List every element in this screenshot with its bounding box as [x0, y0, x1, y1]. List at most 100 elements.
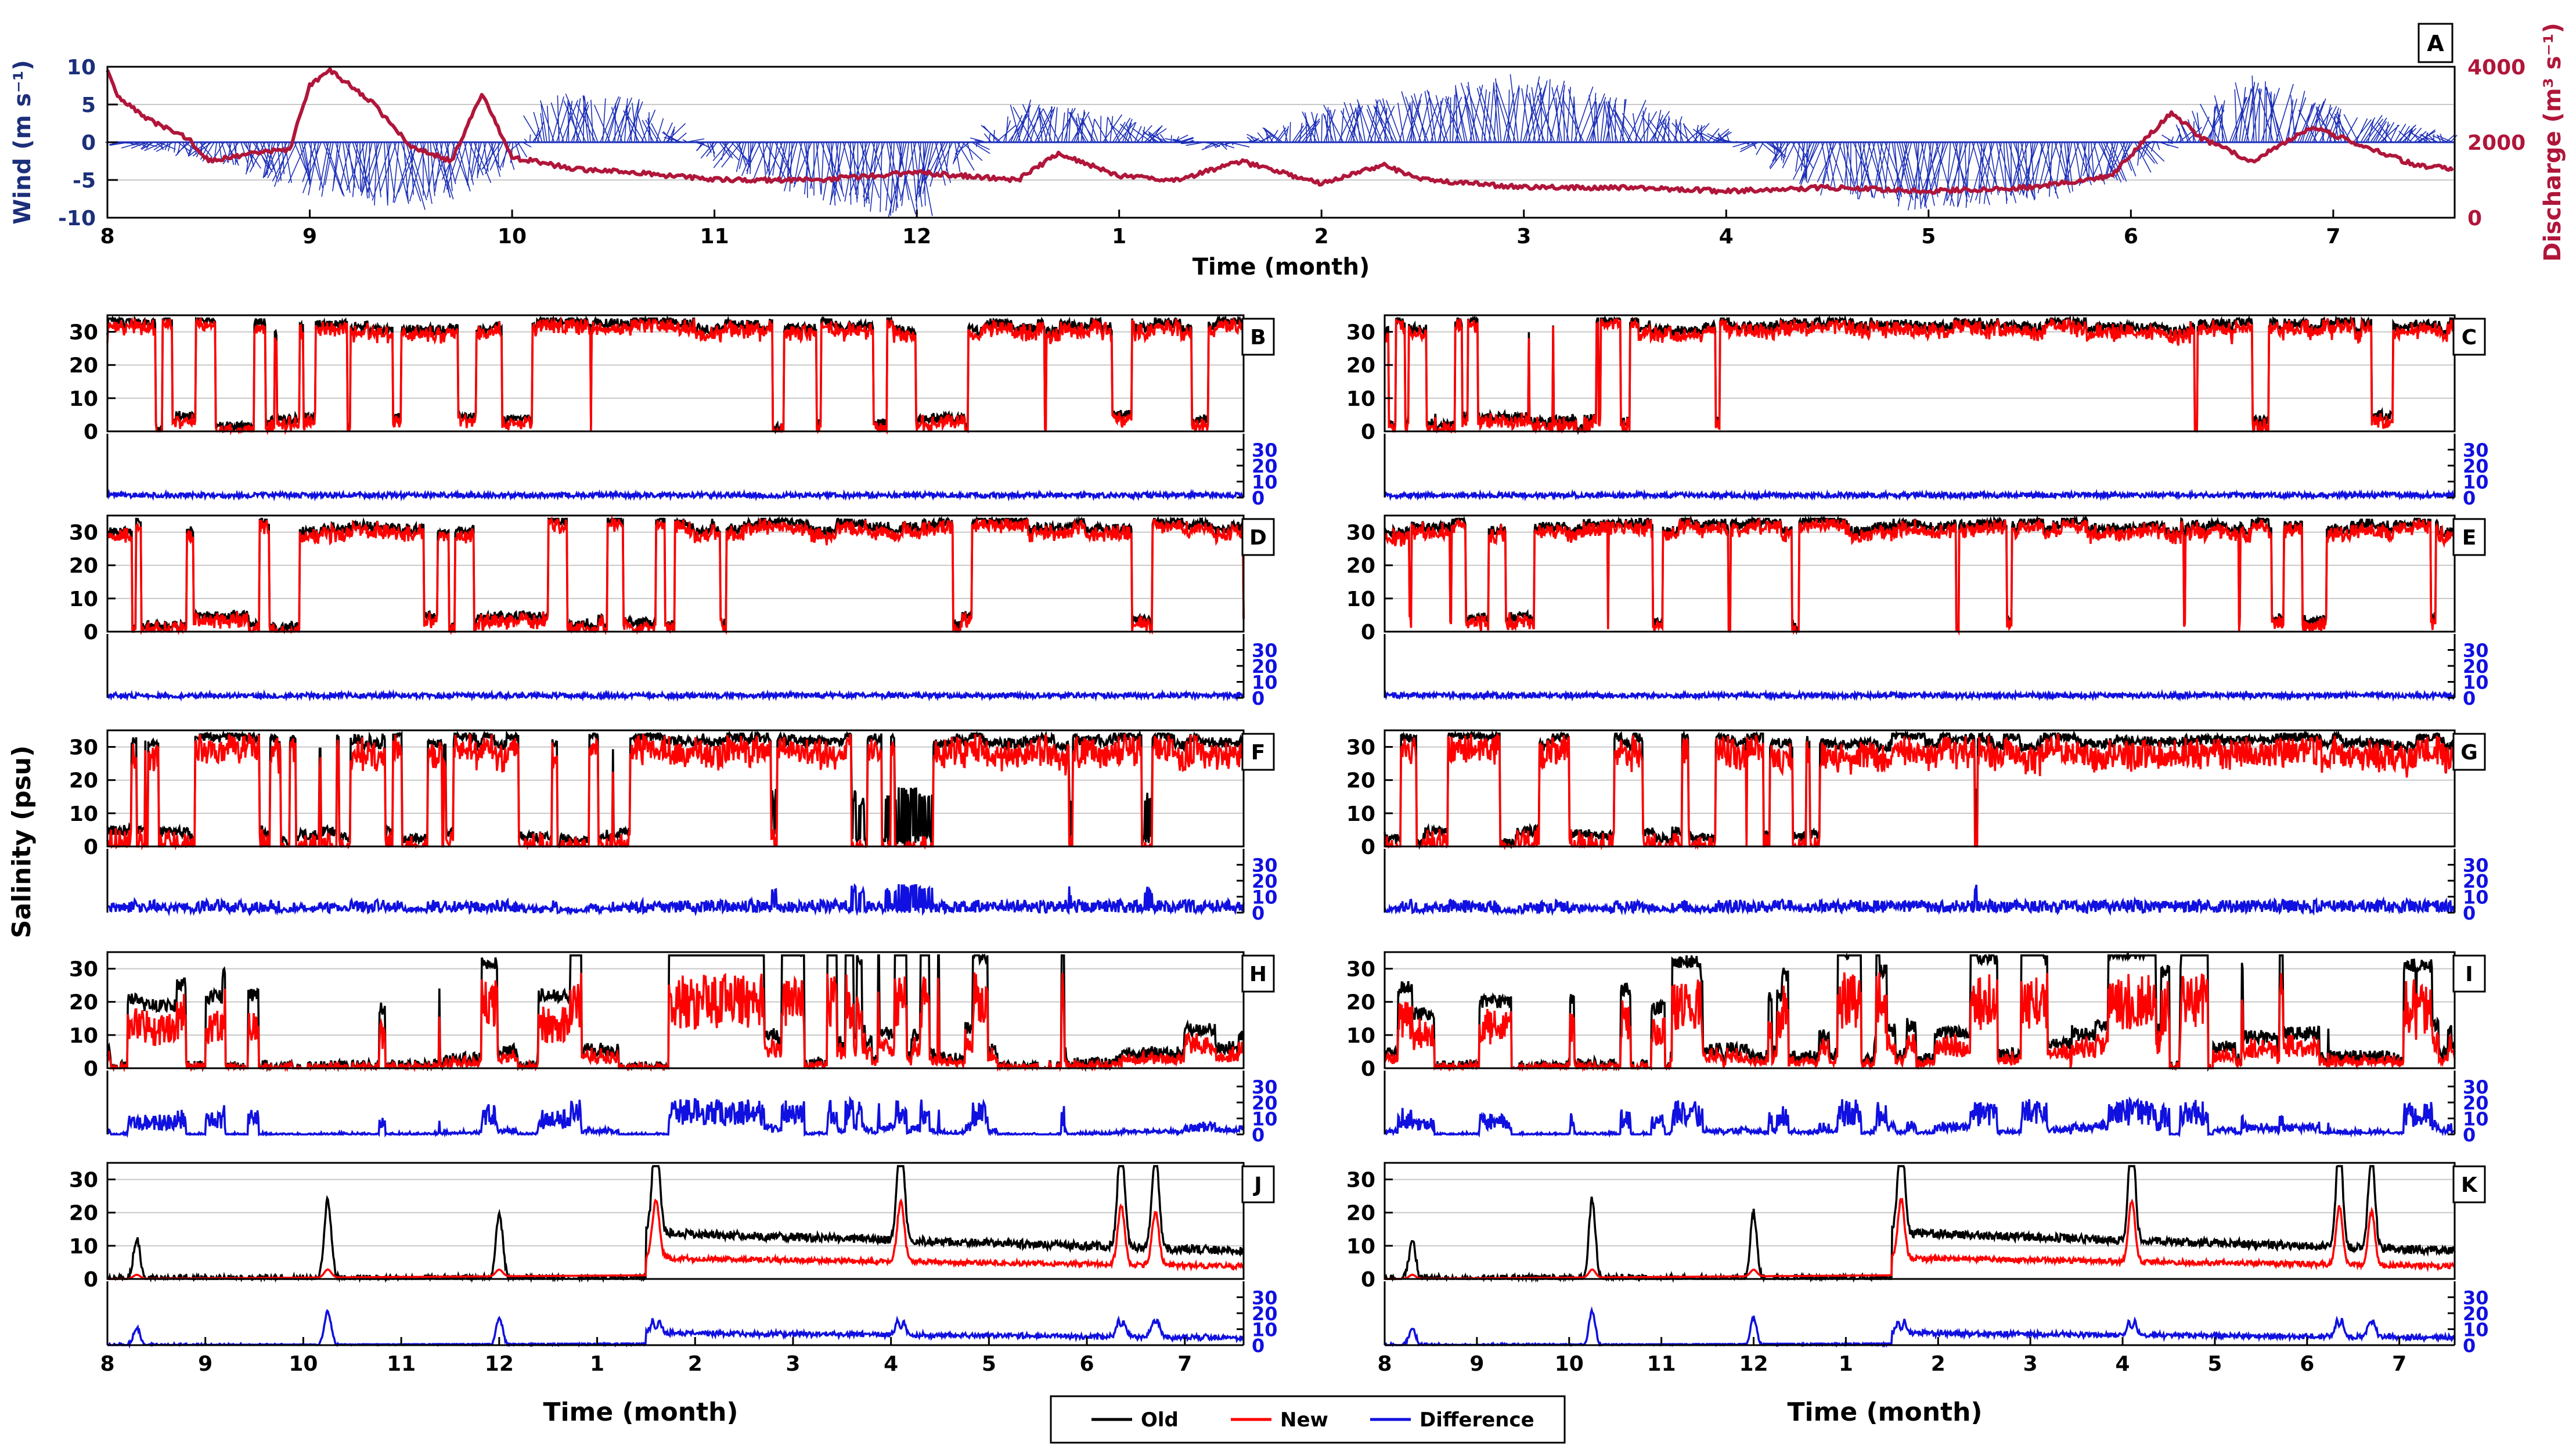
panel-right-tick-label: 0	[2463, 1335, 2476, 1357]
panel-upper-frame	[1384, 951, 2456, 1069]
panel-right-tick-label: 20	[1252, 455, 1278, 477]
panel-label-box	[1241, 1165, 1275, 1203]
panel-label-box	[2452, 733, 2486, 771]
panel-x-tick-label: 6	[1080, 1352, 1094, 1376]
panel-right-tick-label: 10	[1252, 1108, 1278, 1130]
series-difference-line	[1384, 1096, 2455, 1138]
panel-right-tick-label: 30	[2463, 855, 2489, 877]
panel-a-xlabel: Time (month)	[1192, 254, 1370, 280]
panel-right-tick-label: 10	[1252, 471, 1278, 493]
series-new-line	[1385, 1197, 2456, 1280]
series-old-line	[1384, 1165, 2456, 1283]
panel-right-tick-label: 10	[2463, 1319, 2489, 1341]
series-difference-line	[106, 689, 1245, 702]
legend-label-difference: Difference	[1419, 1408, 1534, 1432]
panel-label-box	[2452, 318, 2486, 356]
panel-left-tick-label: 20	[69, 769, 98, 793]
shared-ylabel: Salinity (psu)	[7, 745, 37, 938]
panel-label: K	[2461, 1173, 2478, 1197]
panel-x-tick-label: 2	[688, 1352, 702, 1376]
panel-right-tick-label: 20	[1252, 1303, 1278, 1325]
panel-upper-frame	[106, 729, 1245, 848]
panel-left-tick-label: 20	[1346, 354, 1375, 378]
panel-upper-frame	[106, 514, 1245, 633]
panel-right-tick-label: 20	[1252, 655, 1278, 678]
panel-right-tick-label: 20	[2463, 655, 2489, 678]
panel-right-tick-label: 30	[2463, 1287, 2489, 1309]
panel-right-tick-label: 30	[1252, 439, 1278, 462]
panel-x-tick-label: 10	[289, 1352, 318, 1376]
panel-a-right-tick-label: 4000	[2467, 56, 2525, 80]
panel-left-tick-label: 0	[84, 1268, 98, 1292]
panel-left-tick-label: 30	[1346, 321, 1375, 345]
panel-upper-frame	[106, 314, 1245, 433]
panel-left-tick-label: 30	[69, 1169, 98, 1192]
panel-right-tick-label: 30	[1252, 1076, 1278, 1098]
panel-x-tick-label: 4	[2116, 1352, 2130, 1376]
panel-x-tick-label: 9	[198, 1352, 212, 1376]
panel-right-tick-label: 0	[1252, 1335, 1264, 1357]
panel-a-right-tick-label: 0	[2467, 207, 2482, 230]
panel-a-left-tick-label: -10	[58, 207, 96, 230]
panel-right-tick-label: 10	[1252, 887, 1278, 909]
panel-x-tick-label: 11	[1647, 1352, 1676, 1376]
panel-a-ylabel-right: Discharge (m³ s⁻¹)	[2539, 23, 2566, 261]
series-difference-line	[1384, 689, 2456, 702]
series-new-line	[106, 515, 1245, 636]
panel-right-tick-label: 30	[2463, 439, 2489, 462]
panel-right-tick-label: 20	[1252, 1092, 1278, 1114]
discharge-line	[106, 67, 2454, 195]
panel-x-tick-label: 8	[1377, 1352, 1392, 1376]
panel-x-tick-label: 5	[2207, 1352, 2222, 1376]
panel-left-tick-label: 0	[84, 835, 98, 859]
panel-label-box	[2452, 1165, 2486, 1203]
panel-left-tick-label: 30	[1346, 736, 1375, 760]
panel-a-left-tick-label: 5	[81, 93, 96, 117]
panel-label-box	[1241, 954, 1275, 993]
panel-left-tick-label: 10	[1346, 387, 1375, 411]
panel-right-tick-label: 10	[1252, 672, 1278, 694]
panel-label: B	[1250, 326, 1266, 349]
panel-left-tick-label: 0	[84, 1057, 98, 1081]
panel-x-tick-label: 8	[100, 1352, 114, 1376]
panel-xlabel: Time (month)	[1787, 1397, 1982, 1427]
panel-right-tick-label: 30	[2463, 640, 2489, 662]
panel-a-left-tick-label: 10	[67, 56, 96, 80]
panel-x-tick-label: 11	[387, 1352, 416, 1376]
panel-right-tick-label: 30	[1252, 1287, 1278, 1309]
panel-right-tick-label: 30	[1252, 640, 1278, 662]
legend-label-old: Old	[1141, 1408, 1179, 1432]
legend-label-new: New	[1280, 1408, 1328, 1432]
panel-label: E	[2462, 526, 2477, 550]
panel-left-tick-label: 0	[84, 621, 98, 644]
panel-upper-frame	[106, 1162, 1245, 1280]
panel-upper-frame	[1384, 729, 2456, 848]
panel-left-tick-label: 20	[1346, 554, 1375, 578]
panel-right-tick-label: 0	[1252, 687, 1264, 709]
panel-label-box	[1241, 733, 1275, 771]
panel-left-tick-label: 20	[69, 354, 98, 378]
series-new-line	[106, 316, 1245, 436]
panel-right-tick-label: 20	[2463, 870, 2489, 892]
panel-xlabel: Time (month)	[543, 1397, 738, 1427]
panel-left-tick-label: 20	[69, 554, 98, 578]
panel-x-tick-label: 7	[2392, 1352, 2406, 1376]
panel-right-tick-label: 10	[2463, 471, 2489, 493]
legend-frame	[1050, 1395, 1566, 1444]
panel-upper-frame	[1384, 1162, 2456, 1280]
panel-right-tick-label: 30	[2463, 1076, 2489, 1098]
panel-left-tick-label: 10	[1346, 1024, 1375, 1048]
panel-left-tick-label: 0	[1361, 835, 1375, 859]
panel-left-tick-label: 30	[1346, 958, 1375, 982]
panel-a-x-tick-label: 9	[302, 225, 317, 248]
panel-x-tick-label: 3	[786, 1352, 800, 1376]
panel-x-tick-label: 5	[982, 1352, 996, 1376]
panel-x-tick-label: 2	[1931, 1352, 1945, 1376]
